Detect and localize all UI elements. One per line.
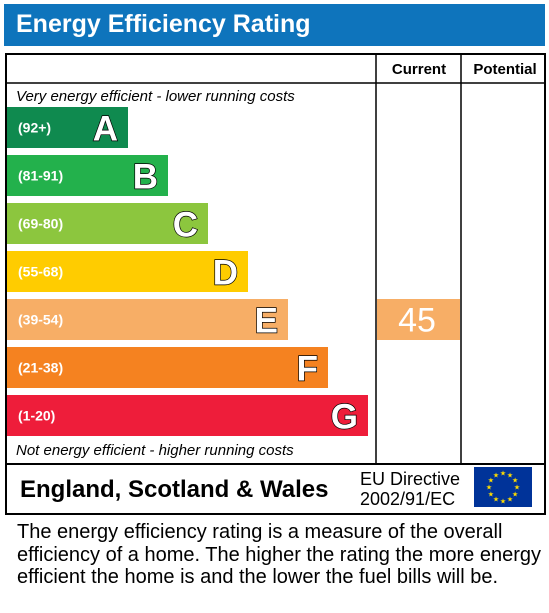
current-rating-value: 45 [398,302,436,340]
current-rating-box [377,299,460,340]
header-bar: Energy Efficiency Rating [4,4,545,46]
eu-star-icon: ★ [493,496,499,504]
epc-chart: Current Potential Very energy efficient … [5,53,546,515]
directive-line-1: EU Directive [360,469,460,489]
eu-stars-icon: ★ ★★★★★★★★★★★ [486,470,520,506]
eu-star-icon: ★ [500,470,506,478]
band-range-a: (92+) [18,120,51,136]
band-range-f: (21-38) [18,360,63,376]
band-letter-d: D [213,254,238,293]
eu-star-icon: ★ [512,491,518,499]
band-range-e: (39-54) [18,312,63,328]
rating-bands: (92+) A (81-91) B (69-80) C (55-68) D (39-54) E (2… [7,107,368,437]
eu-star-icon: ★ [500,498,506,506]
eu-star-icon: ★ [512,477,518,485]
band-d: (55-68) D [7,251,248,293]
band-range-g: (1-20) [18,408,55,424]
region-label: England, Scotland & Wales [20,476,328,503]
band-bar-c [7,203,208,244]
eu-star-icon: ★ [514,484,520,492]
eu-flag-icon [474,467,532,507]
eu-star-icon: ★ [486,484,492,492]
eu-star-icon: ★ [493,471,499,479]
band-bar-f [7,347,328,388]
band-bar-g [7,395,368,436]
band-range-b: (81-91) [18,168,63,184]
band-range-c: (69-80) [18,216,63,232]
bottom-caption: Not energy efficient - higher running co… [16,442,294,459]
band-a: (92+) A [7,107,128,149]
band-letter-f: F [297,350,318,389]
band-range-d: (55-68) [18,264,63,280]
band-letter-e: E [255,302,278,341]
current-rating-marker: 45 [377,299,460,340]
top-caption: Very energy efficient - lower running co… [16,88,295,105]
band-letter-a: A [93,110,118,149]
band-letter-b: B [133,158,158,197]
band-bar-e [7,299,288,340]
chart-title: Energy Efficiency Rating [16,10,311,38]
band-letter-c: C [173,206,198,245]
band-letter-g: G [331,398,358,437]
eu-star-icon: ★ [488,491,494,499]
eu-star-icon: ★ [507,496,513,504]
band-bar-d [7,251,248,292]
band-f: (21-38) F [7,347,328,389]
column-header-potential: Potential [473,61,536,78]
band-b: (81-91) B [7,155,168,197]
directive-line-2: 2002/91/EC [360,489,455,509]
column-header-current: Current [392,61,446,78]
band-c: (69-80) C [7,203,208,245]
description-text: The energy efficiency rating is a measur… [17,521,542,588]
eu-star-icon: ★ [488,477,494,485]
band-e: (39-54) E [7,299,288,341]
band-g: (1-20) G [7,395,368,437]
eu-star-icon: ★ [507,471,513,479]
band-bar-a [7,107,128,148]
band-bar-b [7,155,168,196]
